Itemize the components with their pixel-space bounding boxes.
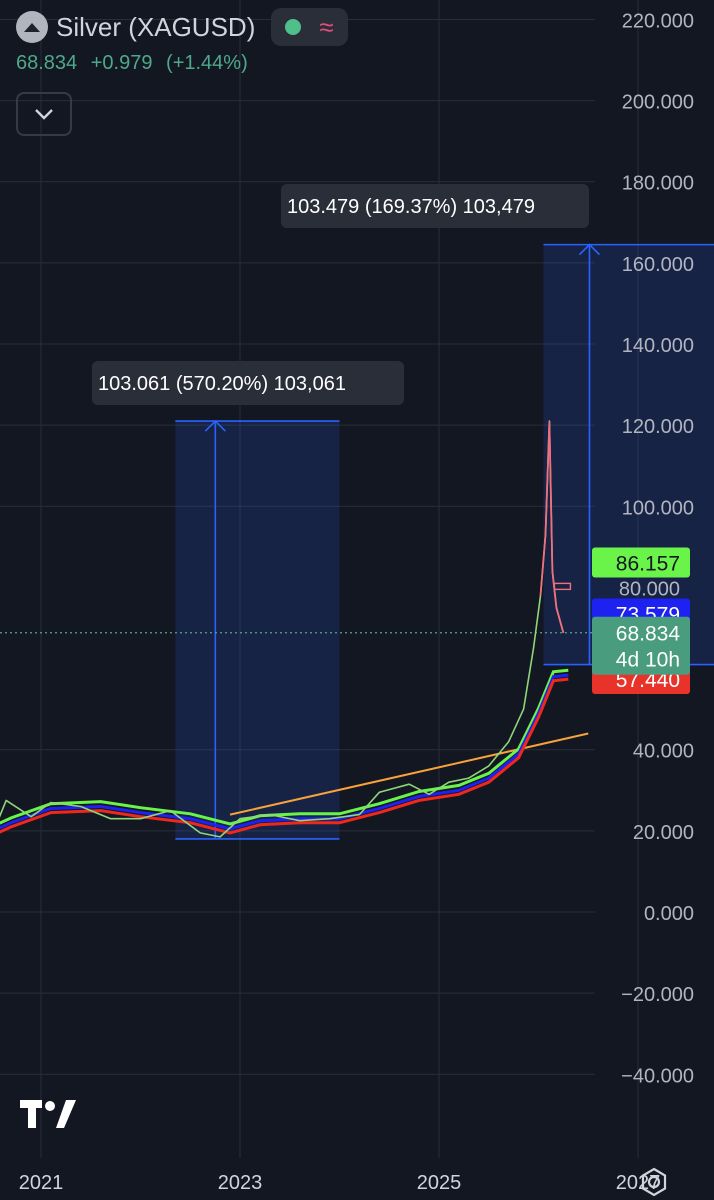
x-tick-label: 2023 — [218, 1172, 263, 1194]
countdown-label: 4d 10h — [616, 649, 680, 672]
chevron-down-icon — [35, 109, 53, 120]
y-tick-label: 220.000 — [622, 10, 694, 32]
x-tick-label: 2021 — [19, 1172, 64, 1194]
tradingview-logo-icon[interactable] — [20, 1098, 78, 1132]
projection-arrowhead — [578, 243, 601, 256]
status-pill[interactable]: ≈ — [271, 8, 348, 46]
quote-line: 68.834 +0.979 (+1.44%) — [16, 52, 348, 75]
projection-arrowhead — [204, 419, 226, 432]
current-price-badge — [592, 616, 690, 675]
ma-red-line — [0, 677, 569, 835]
y-tick-label: 20.000 — [633, 822, 694, 844]
y-tick-label-partial: 80.000 — [619, 578, 680, 600]
x-tick-label: 2027 — [616, 1172, 661, 1194]
collapse-dropdown-button[interactable] — [16, 92, 72, 136]
projection-box — [175, 421, 340, 839]
projection-label-box — [281, 184, 589, 228]
price-axis[interactable]: 220.000 200.000 180.000 160.000 140.000 120.0… — [621, 10, 694, 1087]
ma-blue-line — [0, 673, 569, 831]
y-tick-label: 40.000 — [633, 741, 694, 763]
projection-label: 103.061 (570.20%) 103,061 — [98, 373, 346, 395]
y-tick-label: 100.000 — [622, 497, 694, 519]
time-axis[interactable]: 201820212023202520272029 — [0, 1172, 714, 1194]
symbol-title[interactable]: Silver (XAGUSD) — [56, 11, 256, 42]
projection-box — [543, 244, 714, 665]
price-spike-line — [539, 421, 565, 634]
projection-label-box — [92, 361, 404, 405]
market-status-dot-icon — [285, 19, 302, 35]
x-tick-label: 2025 — [417, 1172, 462, 1194]
y-tick-label: −40.000 — [621, 1065, 694, 1087]
ma-green-line — [0, 668, 569, 826]
y-tick-label: −20.000 — [621, 984, 694, 1006]
symbol-header: Silver (XAGUSD) ≈ 68.834 +0.979 (+1.44%) — [16, 8, 348, 75]
ma-green-price-label-bg — [592, 547, 690, 578]
y-tick-label: 160.000 — [622, 254, 694, 276]
indicator-wave-icon: ≈ — [319, 12, 334, 42]
projection-tools: 103.061 (570.20%) 103,061 103.479 (169.37… — [92, 184, 714, 840]
price-change: +0.979 — [90, 52, 153, 74]
y-tick-label: 200.000 — [622, 92, 694, 114]
last-price: 68.834 — [16, 52, 78, 74]
series-layer — [0, 420, 595, 838]
silver-symbol-logo-icon — [16, 11, 48, 43]
ma-green-price-label: 86.157 — [616, 552, 680, 575]
position-marker — [553, 582, 572, 591]
price-change-percent: (+1.44%) — [166, 52, 248, 74]
settings-icon[interactable] — [638, 1166, 670, 1198]
y-tick-label: 0.000 — [644, 903, 694, 925]
trend-line — [229, 732, 589, 816]
y-tick-label: 180.000 — [622, 173, 694, 195]
y-tick-label: 120.000 — [622, 416, 694, 438]
y-tick-label: 140.000 — [622, 335, 694, 357]
current-price-label: 68.834 — [616, 623, 681, 646]
price-line — [0, 420, 565, 838]
projection-label: 103.479 (169.37%) 103,479 — [287, 196, 535, 218]
